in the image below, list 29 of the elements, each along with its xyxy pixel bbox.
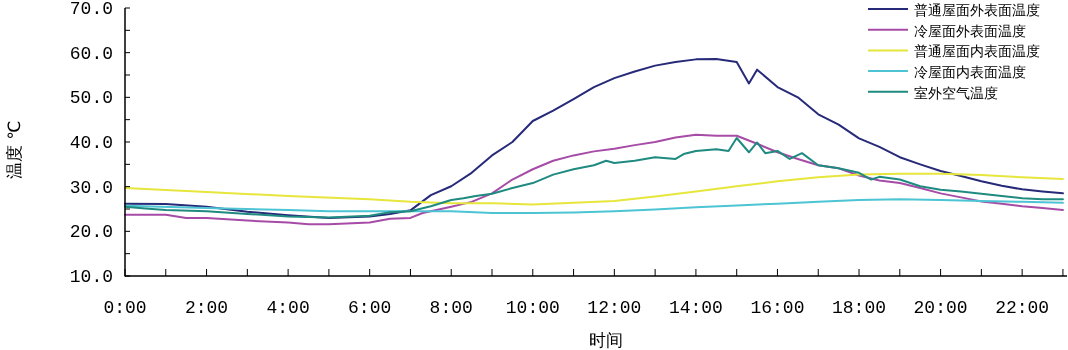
- x-tick-label: 12:00: [587, 298, 642, 318]
- legend-label: 普通屋面内表面温度: [914, 43, 1040, 60]
- x-axis-title: 时间: [589, 330, 623, 350]
- legend-label: 冷屋面外表面温度: [914, 22, 1026, 39]
- y-tick-label: 10.0: [69, 267, 113, 287]
- legend-label: 室外空气温度: [914, 84, 998, 101]
- x-tick-label: 16:00: [750, 298, 805, 318]
- x-tick-label: 18:00: [832, 298, 887, 318]
- x-tick-label: 10:00: [505, 298, 560, 318]
- y-axis-title: 温度 ℃: [4, 120, 24, 180]
- x-tick-label: 14:00: [668, 298, 723, 318]
- x-tick-label: 2:00: [184, 298, 229, 318]
- x-tick-label: 22:00: [995, 298, 1050, 318]
- line-series: [124, 198, 1064, 215]
- x-tick-label: 6:00: [348, 298, 392, 318]
- y-tick-label: 60.0: [69, 43, 113, 64]
- line-series: [124, 172, 1064, 206]
- x-tick-label: 8:00: [429, 298, 473, 318]
- y-tick-label: 30.0: [69, 177, 113, 198]
- x-tick-label: 4:00: [266, 298, 310, 318]
- y-tick-label: 20.0: [69, 222, 113, 243]
- y-tick-label: 70.0: [69, 0, 113, 19]
- x-tick-label: 0:00: [103, 298, 147, 318]
- y-tick-label: 50.0: [69, 88, 113, 109]
- legend-label: 普通屋面外表面温度: [914, 2, 1040, 18]
- x-tick-label: 20:00: [913, 298, 968, 318]
- y-tick-label: 40.0: [69, 133, 113, 153]
- legend-label: 冷屋面内表面温度: [914, 64, 1026, 81]
- line-series: [124, 57, 1064, 219]
